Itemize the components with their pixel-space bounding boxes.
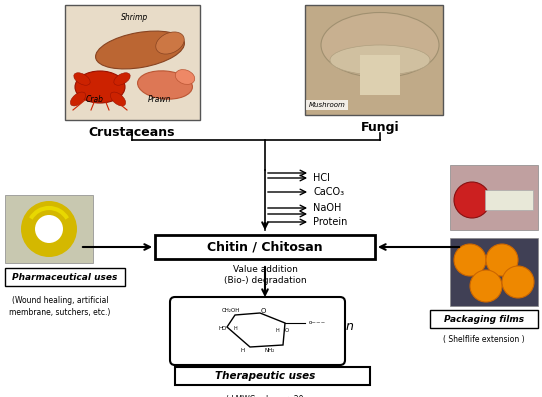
FancyBboxPatch shape — [155, 235, 375, 259]
FancyBboxPatch shape — [5, 195, 93, 263]
Text: NaOH: NaOH — [313, 203, 341, 213]
Circle shape — [454, 182, 490, 218]
Text: H: H — [241, 349, 245, 353]
Ellipse shape — [75, 71, 125, 103]
Text: Value addition
(Bio-) degradation: Value addition (Bio-) degradation — [224, 265, 306, 285]
Text: O: O — [285, 328, 289, 333]
FancyBboxPatch shape — [450, 165, 538, 230]
Text: Packaging films: Packaging films — [444, 314, 524, 324]
Ellipse shape — [175, 69, 195, 85]
Text: Mushroom: Mushroom — [308, 102, 345, 108]
FancyBboxPatch shape — [450, 238, 538, 306]
FancyBboxPatch shape — [65, 5, 200, 120]
Text: Shrimp: Shrimp — [121, 12, 149, 21]
Ellipse shape — [70, 92, 86, 106]
Text: n: n — [346, 320, 354, 333]
Text: Protein: Protein — [313, 217, 347, 227]
Text: Prawn: Prawn — [149, 96, 172, 104]
Text: ( Shelflife extension ): ( Shelflife extension ) — [443, 335, 525, 344]
FancyBboxPatch shape — [5, 268, 125, 286]
Text: Fungi: Fungi — [360, 121, 399, 133]
Text: Therapeutic uses: Therapeutic uses — [215, 371, 315, 381]
Text: Pharmaceutical uses: Pharmaceutical uses — [12, 272, 118, 281]
Circle shape — [502, 266, 534, 298]
Ellipse shape — [114, 73, 130, 85]
FancyBboxPatch shape — [430, 310, 538, 328]
Ellipse shape — [74, 73, 90, 85]
Text: O: O — [260, 308, 266, 314]
Ellipse shape — [321, 12, 439, 77]
Ellipse shape — [95, 31, 184, 69]
Text: Crustaceans: Crustaceans — [89, 127, 175, 139]
Ellipse shape — [330, 45, 430, 75]
Ellipse shape — [111, 92, 126, 106]
Ellipse shape — [156, 32, 184, 54]
Text: NH₂: NH₂ — [265, 349, 275, 353]
Ellipse shape — [138, 71, 192, 99]
Circle shape — [35, 215, 63, 243]
Text: H: H — [275, 328, 279, 333]
Text: H: H — [233, 326, 237, 331]
FancyBboxPatch shape — [485, 190, 533, 210]
Text: HCl: HCl — [313, 173, 330, 183]
Circle shape — [486, 244, 518, 276]
Text: (Wound healing, artificial
membrane, sutchers, etc.): (Wound healing, artificial membrane, sut… — [9, 296, 111, 318]
Text: Chitin / Chitosan: Chitin / Chitosan — [207, 241, 323, 254]
FancyBboxPatch shape — [360, 55, 400, 95]
FancyBboxPatch shape — [170, 297, 345, 365]
Circle shape — [454, 244, 486, 276]
FancyBboxPatch shape — [305, 5, 443, 115]
Text: Crab: Crab — [86, 96, 104, 104]
Text: CaCO₃: CaCO₃ — [313, 187, 344, 197]
Circle shape — [21, 201, 77, 257]
Text: CH₂OH: CH₂OH — [222, 308, 240, 314]
Circle shape — [470, 270, 502, 302]
Text: o~~~: o~~~ — [309, 320, 326, 326]
FancyBboxPatch shape — [305, 5, 443, 115]
FancyBboxPatch shape — [175, 367, 370, 385]
Text: ( LMWC, when n>20
COs when n=2–10
Monomers, when n=1): ( LMWC, when n>20 COs when n=2–10 Monome… — [222, 395, 308, 397]
Text: HO: HO — [219, 326, 227, 331]
